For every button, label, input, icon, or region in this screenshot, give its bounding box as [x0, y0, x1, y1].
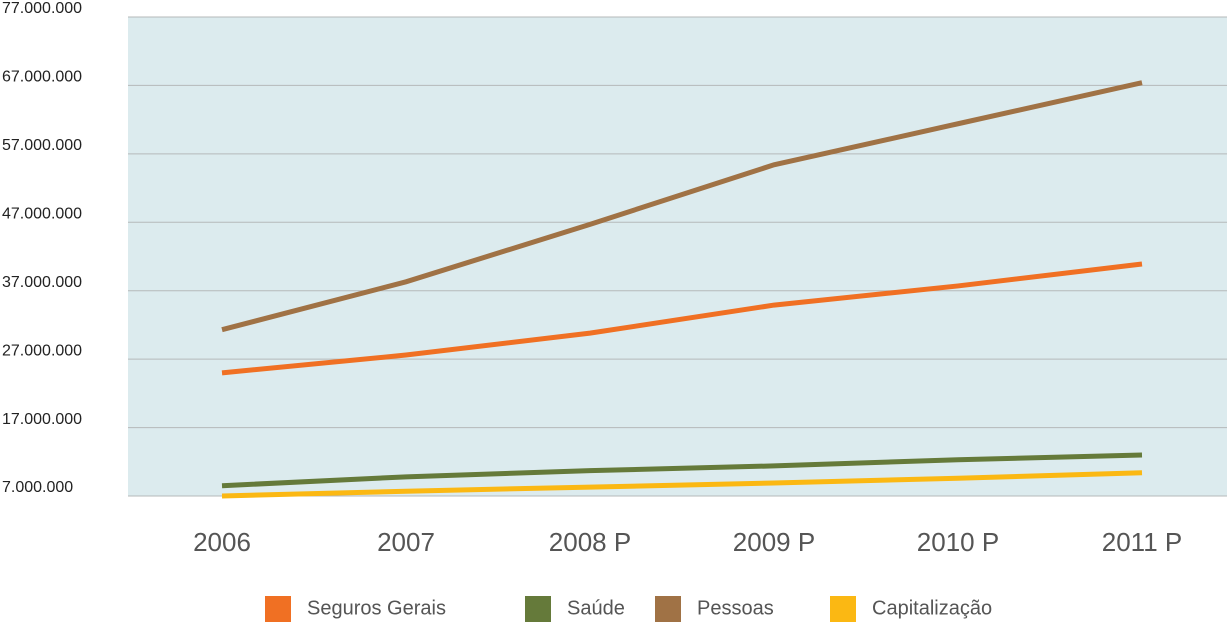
legend-swatch: [265, 596, 291, 622]
legend-label: Seguros Gerais: [307, 597, 446, 619]
series-line: [221, 261, 1143, 376]
series-line: [221, 452, 1143, 489]
legend-label: Saúde: [567, 597, 625, 619]
legend-swatch: [830, 596, 856, 622]
plot-area: [128, 17, 1227, 496]
y-tick-label: 67.000.000: [2, 69, 82, 86]
y-tick-label: 17.000.000: [2, 411, 82, 428]
y-tick-label: 77.000.000: [2, 0, 82, 17]
legend-swatch: [525, 596, 551, 622]
y-tick-label: 57.000.000: [2, 137, 82, 154]
legend-label: Pessoas: [697, 597, 774, 619]
x-tick-label: 2007: [377, 527, 435, 557]
series-line: [221, 470, 1143, 499]
legend-label: Capitalização: [872, 597, 992, 619]
y-tick-label: 27.000.000: [2, 342, 82, 359]
x-tick-label: 2006: [193, 527, 251, 557]
legend-swatch: [655, 596, 681, 622]
y-tick-label: 7.000.000: [2, 479, 73, 496]
x-tick-label: 2010 P: [917, 527, 999, 557]
y-tick-label: 37.000.000: [2, 274, 82, 291]
series-line: [221, 80, 1143, 333]
x-tick-label: 2009 P: [733, 527, 815, 557]
x-tick-label: 2008 P: [549, 527, 631, 557]
y-tick-label: 47.000.000: [2, 206, 82, 223]
x-tick-label: 2011 P: [1102, 527, 1182, 557]
